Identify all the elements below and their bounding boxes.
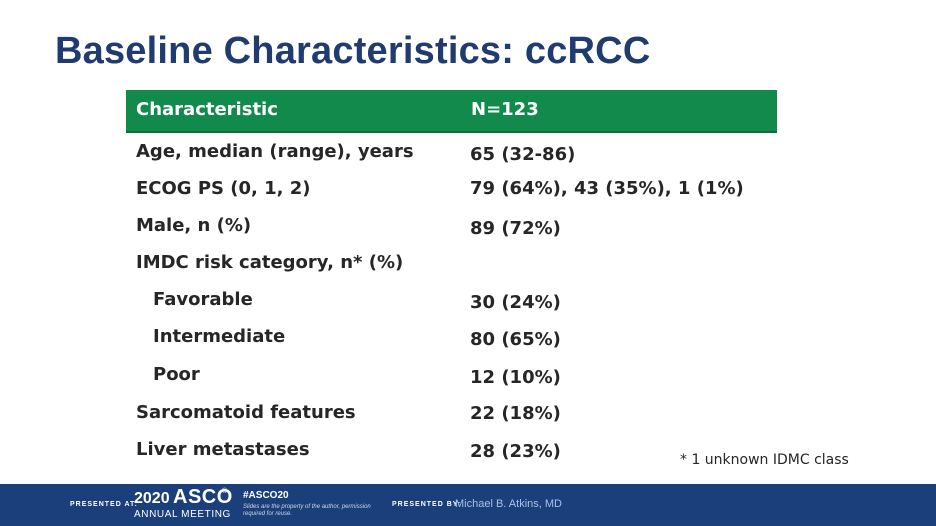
registered-mark: ®: [222, 488, 228, 495]
presented-at-label: PRESENTED AT:: [70, 501, 138, 508]
slide-title: Baseline Characteristics: ccRCC: [55, 30, 651, 72]
row-label: Liver metastases: [136, 439, 310, 460]
row-label: Intermediate: [153, 326, 286, 347]
table-row: Poor 12 (10%): [126, 364, 826, 400]
row-value: 28 (23%): [470, 441, 561, 462]
table-row: Favorable 30 (24%): [126, 289, 826, 325]
row-value: 80 (65%): [470, 329, 561, 350]
table-row: Male, n (%) 89 (72%): [126, 215, 826, 251]
row-label: Sarcomatoid features: [136, 402, 356, 423]
row-value: 65 (32-86): [470, 144, 576, 165]
row-label: Male, n (%): [136, 215, 252, 236]
meeting-year: 2020: [134, 490, 170, 507]
row-value: 89 (72%): [470, 218, 561, 239]
table-row: IMDC risk category, n* (%): [126, 252, 826, 288]
row-label: ECOG PS (0, 1, 2): [136, 178, 311, 199]
table-row: Intermediate 80 (65%): [126, 326, 826, 362]
row-value: 12 (10%): [470, 367, 561, 388]
row-value: 30 (24%): [470, 292, 561, 313]
table-header: Characteristic N=123: [126, 90, 777, 133]
slides-property-note: Slides are the property of the author, p…: [243, 504, 371, 517]
annual-meeting-label: ANNUAL MEETING: [134, 509, 231, 520]
table-row: Age, median (range), years 65 (32-86): [126, 141, 826, 177]
row-label: IMDC risk category, n* (%): [136, 252, 404, 273]
table-row: Sarcomatoid features 22 (18%): [126, 402, 826, 438]
row-value: 79 (64%), 43 (35%), 1 (1%): [470, 178, 744, 199]
footer-bar: PRESENTED AT: 2020 ASCO ® ANNUAL MEETING…: [0, 484, 936, 526]
row-label: Favorable: [153, 289, 253, 310]
header-characteristic: Characteristic: [136, 99, 278, 120]
row-label: Age, median (range), years: [136, 141, 414, 162]
footnote: * 1 unknown IDMC class: [680, 452, 849, 468]
hashtag: #ASCO20: [243, 490, 289, 501]
presented-by-label: PRESENTED BY:: [392, 501, 462, 508]
row-value: 22 (18%): [470, 403, 561, 424]
header-n: N=123: [471, 99, 539, 120]
table-row: ECOG PS (0, 1, 2) 79 (64%), 43 (35%), 1 …: [126, 178, 826, 214]
row-label: Poor: [153, 364, 200, 385]
table-row: Liver metastases 28 (23%): [126, 439, 826, 475]
asco-logo: ASCO: [173, 486, 233, 508]
presenter-name: Michael B. Atkins, MD: [455, 498, 562, 510]
